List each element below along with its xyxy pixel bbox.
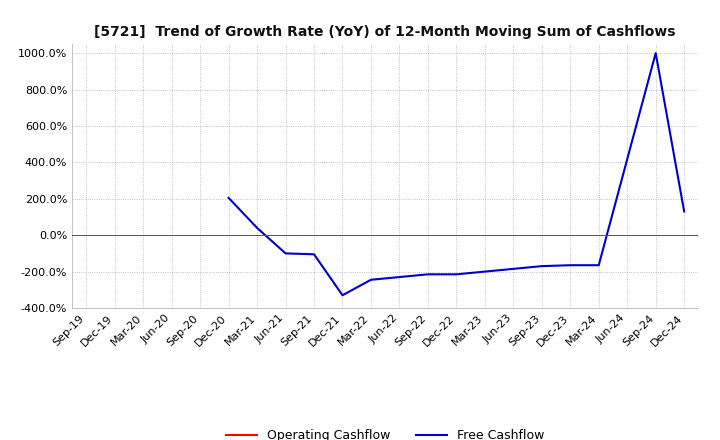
Title: [5721]  Trend of Growth Rate (YoY) of 12-Month Moving Sum of Cashflows: [5721] Trend of Growth Rate (YoY) of 12-… (94, 25, 676, 39)
Free Cashflow (366, 277, 375, 282)
Free Cashflow (282, 251, 290, 256)
Free Cashflow (537, 264, 546, 269)
Free Cashflow (423, 271, 432, 277)
Free Cashflow (595, 263, 603, 268)
Line: Free Cashflow: Free Cashflow (229, 53, 684, 295)
Free Cashflow (452, 271, 461, 277)
Free Cashflow (253, 225, 261, 231)
Free Cashflow (480, 269, 489, 274)
Legend: Operating Cashflow, Free Cashflow: Operating Cashflow, Free Cashflow (221, 424, 549, 440)
Free Cashflow (338, 293, 347, 298)
Free Cashflow (680, 209, 688, 214)
Free Cashflow (509, 266, 518, 271)
Free Cashflow (395, 275, 404, 280)
Free Cashflow (225, 195, 233, 201)
Free Cashflow (566, 263, 575, 268)
Free Cashflow (652, 51, 660, 56)
Free Cashflow (310, 252, 318, 257)
